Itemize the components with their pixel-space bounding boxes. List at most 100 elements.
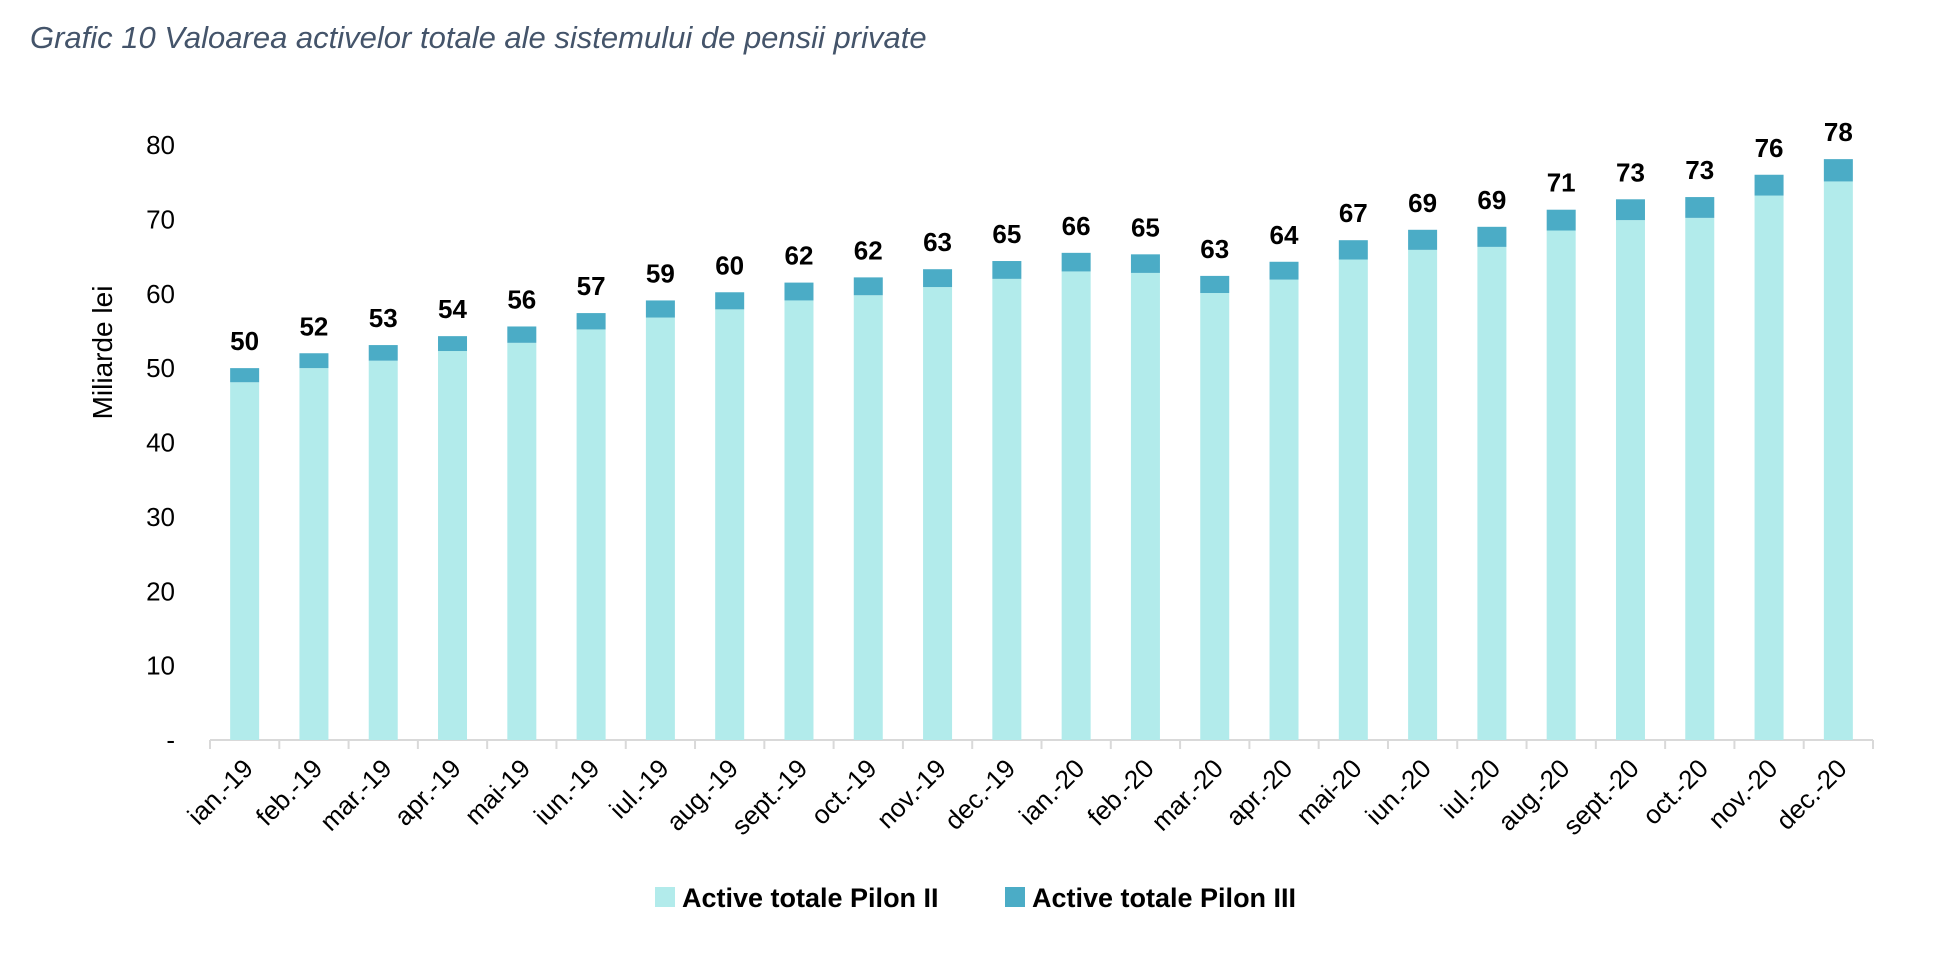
- x-tick-label: mai-20: [1290, 753, 1367, 830]
- x-tick-label: mar.-20: [1145, 753, 1229, 837]
- x-axis: ian.-19feb.-19mar.-19apr.-19mai-19iun.-1…: [181, 739, 1874, 841]
- data-label-total: 53: [369, 303, 398, 333]
- x-tick-label: iun.-19: [528, 753, 605, 830]
- bar-pilon-iii: [992, 261, 1022, 279]
- y-tick-label: 80: [146, 130, 175, 160]
- y-tick-label: 70: [146, 204, 175, 234]
- data-label-total: 67: [1339, 198, 1368, 228]
- data-label-total: 66: [1062, 211, 1091, 241]
- bar-pilon-ii: [1546, 230, 1576, 740]
- bar-pilon-iii: [576, 313, 606, 330]
- x-tick-label: dec.-19: [939, 753, 1022, 836]
- data-label-total: 73: [1685, 155, 1714, 185]
- bar-pilon-iii: [645, 300, 675, 318]
- y-tick-label: 30: [146, 502, 175, 532]
- data-label-total: 60: [715, 250, 744, 280]
- data-label-total: 63: [923, 227, 952, 257]
- bar-pilon-iii: [1200, 275, 1230, 294]
- x-tick-label: oct.-19: [805, 753, 882, 830]
- x-tick-label: ian.-19: [181, 753, 258, 830]
- bar-pilon-iii: [230, 368, 260, 383]
- bar-pilon-iii: [1546, 209, 1576, 231]
- bar-pilon-ii: [1130, 272, 1160, 740]
- x-tick-label: nov.-20: [1702, 753, 1783, 834]
- legend: Active totale Pilon II Active totale Pilo…: [655, 883, 1296, 913]
- data-label-total: 64: [1270, 220, 1299, 250]
- bar-pilon-ii: [1408, 249, 1438, 740]
- bar-pilon-ii: [1269, 279, 1299, 740]
- bar-pilon-iii: [1061, 252, 1091, 272]
- x-tick-label: mar.-19: [314, 753, 398, 837]
- bars: [230, 159, 1853, 741]
- bar-pilon-iii: [438, 336, 468, 352]
- bar-pilon-ii: [368, 360, 398, 740]
- bar-pilon-iii: [1615, 199, 1645, 221]
- x-tick-label: sept.-20: [1557, 753, 1645, 841]
- bar-pilon-ii: [1477, 246, 1507, 741]
- bar-pilon-iii: [1477, 226, 1507, 247]
- data-label-total: 57: [577, 271, 606, 301]
- bar-pilon-iii: [1338, 240, 1368, 260]
- x-tick-label: oct.-20: [1637, 753, 1714, 830]
- x-tick-label: sept.-19: [726, 753, 814, 841]
- y-axis: - 10 20 30 40 50 60 70 80 Miliarde lei: [87, 130, 175, 755]
- data-label-total: 52: [299, 311, 328, 341]
- x-tick-label: mai-19: [459, 753, 536, 830]
- legend-label: Active totale Pilon II: [682, 883, 939, 913]
- bar-pilon-iii: [1685, 197, 1715, 218]
- legend-swatch: [655, 887, 675, 907]
- bar-pilon-ii: [1685, 217, 1715, 740]
- x-tick-label: apr.-20: [1220, 753, 1298, 831]
- bar-pilon-iii: [853, 277, 883, 296]
- y-tick-label: 60: [146, 279, 175, 309]
- bar-pilon-ii: [1615, 220, 1645, 740]
- data-label-total: 78: [1824, 117, 1853, 147]
- data-label-total: 65: [992, 219, 1021, 249]
- data-label-total: 71: [1547, 168, 1576, 198]
- bar-pilon-ii: [645, 317, 675, 740]
- data-label-total: 59: [646, 258, 675, 288]
- legend-label: Active totale Pilon III: [1032, 883, 1296, 913]
- x-tick-label: dec.-20: [1770, 753, 1853, 836]
- bar-pilon-iii: [1408, 229, 1438, 250]
- data-label-total: 65: [1131, 212, 1160, 242]
- bar-pilon-ii: [299, 368, 329, 740]
- data-label-total: 69: [1408, 188, 1437, 218]
- data-label-total: 76: [1755, 133, 1784, 163]
- bar-pilon-iii: [1823, 159, 1853, 182]
- legend-swatch: [1005, 887, 1025, 907]
- bar-pilon-ii: [1200, 293, 1230, 740]
- y-tick-label: -: [166, 725, 175, 755]
- bar-pilon-ii: [992, 278, 1022, 740]
- bar-pilon-iii: [368, 345, 398, 361]
- bar-pilon-ii: [576, 329, 606, 740]
- bar-pilon-ii: [438, 351, 468, 740]
- bar-pilon-ii: [507, 342, 537, 740]
- x-tick-label: feb.-20: [1081, 753, 1159, 831]
- bar-pilon-iii: [1754, 174, 1784, 196]
- x-tick-label: feb.-19: [250, 753, 328, 831]
- bar-pilon-ii: [715, 309, 745, 740]
- data-label-total: 62: [785, 241, 814, 271]
- y-tick-label: 20: [146, 576, 175, 606]
- bar-pilon-ii: [784, 300, 814, 740]
- data-label-total: 62: [854, 235, 883, 265]
- chart-title: Grafic 10 Valoarea activelor totale ale …: [30, 20, 927, 55]
- bar-pilon-iii: [923, 269, 953, 288]
- data-label-total: 73: [1616, 157, 1645, 187]
- bar-pilon-ii: [1338, 259, 1368, 740]
- bar-pilon-iii: [1269, 261, 1299, 280]
- bar-pilon-ii: [230, 382, 260, 740]
- y-tick-label: 50: [146, 353, 175, 383]
- x-tick-label: iun.-20: [1359, 753, 1436, 830]
- bar-pilon-ii: [1823, 181, 1853, 741]
- bar-pilon-iii: [784, 282, 814, 301]
- bar-pilon-iii: [1130, 254, 1160, 273]
- y-axis-title: Miliarde lei: [87, 286, 118, 420]
- data-label-total: 69: [1477, 185, 1506, 215]
- data-labels: 50 52 53 54 56 57 59 60 62 62 63 65 66 65 63 64 67 69 69 71…: [230, 117, 1853, 356]
- data-label-total: 50: [230, 326, 259, 356]
- y-tick-label: 40: [146, 428, 175, 458]
- bar-pilon-ii: [923, 287, 953, 740]
